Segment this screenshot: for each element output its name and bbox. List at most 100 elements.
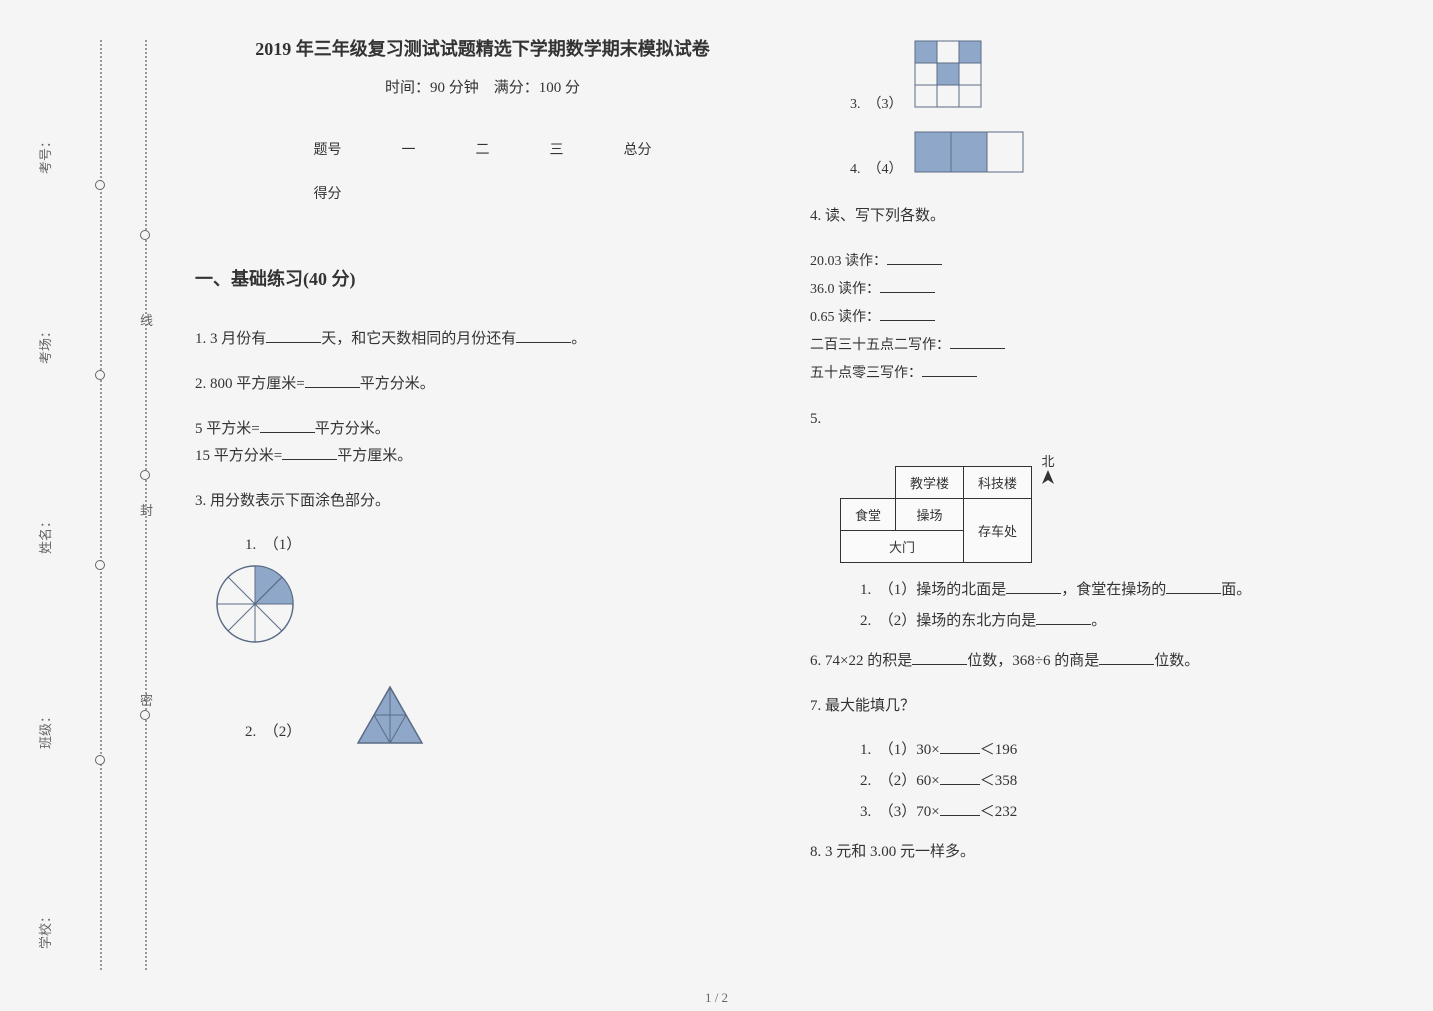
score-cell — [594, 171, 682, 215]
question-6: 6. 74×22 的积是 位数，368÷6 的商是 位数。 — [810, 648, 1385, 675]
q3-item-2-label: 2. （2） — [245, 720, 301, 741]
school-map-wrapper: 教学楼 科技楼 食堂 操场 存车处 大门 北 — [810, 451, 1385, 578]
score-col: 二 — [446, 127, 520, 171]
q7-label: （3）70× — [886, 804, 939, 820]
q7-tail: ＜232 — [980, 804, 1018, 820]
q7-item-3: 3. （3）70× ＜232 — [860, 800, 1385, 821]
blank — [887, 251, 942, 265]
q2-line1-a: 2. 800 平方厘米= — [195, 376, 305, 392]
question-8: 8. 3 元和 3.00 元一样多。 — [810, 839, 1385, 866]
q2-line3-a: 15 平方分米= — [195, 448, 282, 464]
section-1-heading: 一、基础练习(40 分) — [195, 265, 770, 291]
q7-label: （2）60× — [886, 773, 939, 789]
q5-sub1-c: 面。 — [1221, 582, 1251, 598]
blank — [282, 445, 337, 460]
question-4-lines: 20.03 读作： 36.0 读作： 0.65 读作： 二百三十五点二写作： 五… — [810, 248, 1385, 388]
pie-fraction-shape — [215, 564, 770, 649]
q7-item-1: 1. （1）30×＜196 — [860, 738, 1385, 759]
score-row-label: 题号 — [284, 127, 372, 171]
map-tech: 科技楼 — [964, 467, 1032, 499]
q3-item-1-num: （1） — [271, 537, 301, 553]
q2-line3-b: 平方厘米。 — [337, 448, 412, 464]
map-canteen: 食堂 — [841, 499, 896, 531]
margin-school-label: 学校： — [35, 910, 54, 949]
seal-char-xian: 线 — [140, 310, 153, 329]
blank — [1166, 579, 1221, 594]
question-2: 2. 800 平方厘米=平方分米。 — [195, 371, 770, 398]
q5-sub2-b: 。 — [1091, 613, 1106, 629]
question-2b: 5 平方米= 平方分米。 15 平方分米= 平方厘米。 — [195, 416, 770, 470]
q3-item-3-label: 3. （3） — [850, 93, 903, 113]
blank — [912, 650, 967, 665]
exam-subtitle: 时间：90 分钟 满分：100 分 — [195, 76, 770, 97]
q1-text-c: 。 — [571, 331, 586, 347]
map-gate: 大门 — [841, 531, 964, 563]
grid-fraction-shape — [914, 40, 982, 113]
score-col: 总分 — [594, 127, 682, 171]
question-7-title: 7. 最大能填几？ — [810, 693, 1385, 720]
q3-item-4-label: 4. （4） — [850, 158, 903, 178]
seal-circle — [140, 230, 150, 240]
map-parking: 存车处 — [964, 499, 1032, 563]
blank — [940, 801, 980, 816]
seal-circle — [95, 560, 105, 570]
exam-title: 2019 年三年级复习测试试题精选下学期数学期末模拟试卷 — [195, 35, 770, 61]
map-teaching: 教学楼 — [896, 467, 964, 499]
q1-text-a: 1. 3 月份有 — [195, 331, 266, 347]
score-col: 一 — [372, 127, 446, 171]
page-content: 2019 年三年级复习测试试题精选下学期数学期末模拟试卷 时间：90 分钟 满分… — [175, 30, 1405, 980]
north-label: 北 — [1042, 454, 1055, 469]
page-number: 1 / 2 — [705, 990, 728, 1006]
blank — [516, 328, 571, 343]
binding-margin: 学校： 班级： 姓名： 考场： 考号： — [35, 0, 115, 1011]
question-1: 1. 3 月份有 天，和它天数相同的月份还有 。 — [195, 326, 770, 353]
q1-text-b: 天，和它天数相同的月份还有 — [321, 331, 516, 347]
q5-sub1: 1. （1）操场的北面是，食堂在操场的面。 — [860, 578, 1385, 599]
q7-tail: ＜358 — [980, 773, 1018, 789]
blank — [922, 363, 977, 377]
margin-class-label: 班级： — [35, 710, 54, 749]
blank — [1036, 610, 1091, 625]
q3-item-4-num: （4） — [875, 162, 903, 177]
seal-circle — [140, 470, 150, 480]
q7-label: （1）30× — [886, 742, 939, 758]
q6-b: 位数，368÷6 的商是 — [967, 653, 1099, 669]
blank — [880, 279, 935, 293]
q2-line2-b: 平方分米。 — [315, 421, 390, 437]
q4-line: 二百三十五点二写作： — [810, 338, 950, 353]
q3-item-2-num: （2） — [271, 724, 301, 740]
question-4-title: 4. 读、写下列各数。 — [810, 203, 1385, 230]
q7-item-2: 2. （2）60×＜358 — [860, 769, 1385, 790]
left-column: 2019 年三年级复习测试试题精选下学期数学期末模拟试卷 时间：90 分钟 满分… — [175, 30, 790, 980]
margin-room-label: 考场： — [35, 325, 54, 364]
q3-item-3-num: （3） — [875, 97, 903, 112]
blank — [1006, 579, 1061, 594]
q6-c: 位数。 — [1154, 653, 1199, 669]
q3-item-2-row: 2. （2） — [195, 669, 770, 751]
map-playground: 操场 — [896, 499, 964, 531]
rect-fraction-shape — [914, 131, 1026, 178]
q4-line: 36.0 读作： — [810, 282, 880, 297]
seal-circle — [95, 755, 105, 765]
q4-line: 五十点零三写作： — [810, 366, 922, 381]
q7-tail: ＜196 — [980, 742, 1018, 758]
q4-line: 0.65 读作： — [810, 310, 880, 325]
score-col: 三 — [520, 127, 594, 171]
q3-item-3-row: 3. （3） — [850, 40, 1385, 113]
margin-id-label: 考号： — [35, 135, 54, 174]
seal-char-mi: 密 — [140, 690, 153, 709]
q2-line2-a: 5 平方米= — [195, 421, 260, 437]
blank — [1099, 650, 1154, 665]
q7-idx: 3. — [860, 804, 871, 820]
margin-name-label: 姓名： — [35, 515, 54, 554]
north-arrow-icon: 北 — [1040, 451, 1056, 494]
right-column: 3. （3） 4. （4） — [790, 30, 1405, 980]
question-5-num: 5. — [810, 406, 1385, 433]
blank — [940, 770, 980, 785]
q4-line: 20.03 读作： — [810, 254, 887, 269]
score-row-label: 得分 — [284, 171, 372, 215]
q5-sub2: 2. （2）操场的东北方向是。 — [860, 609, 1385, 630]
triangle-fraction-shape — [355, 684, 425, 751]
score-cell — [520, 171, 594, 215]
q6-a: 6. 74×22 的积是 — [810, 653, 912, 669]
